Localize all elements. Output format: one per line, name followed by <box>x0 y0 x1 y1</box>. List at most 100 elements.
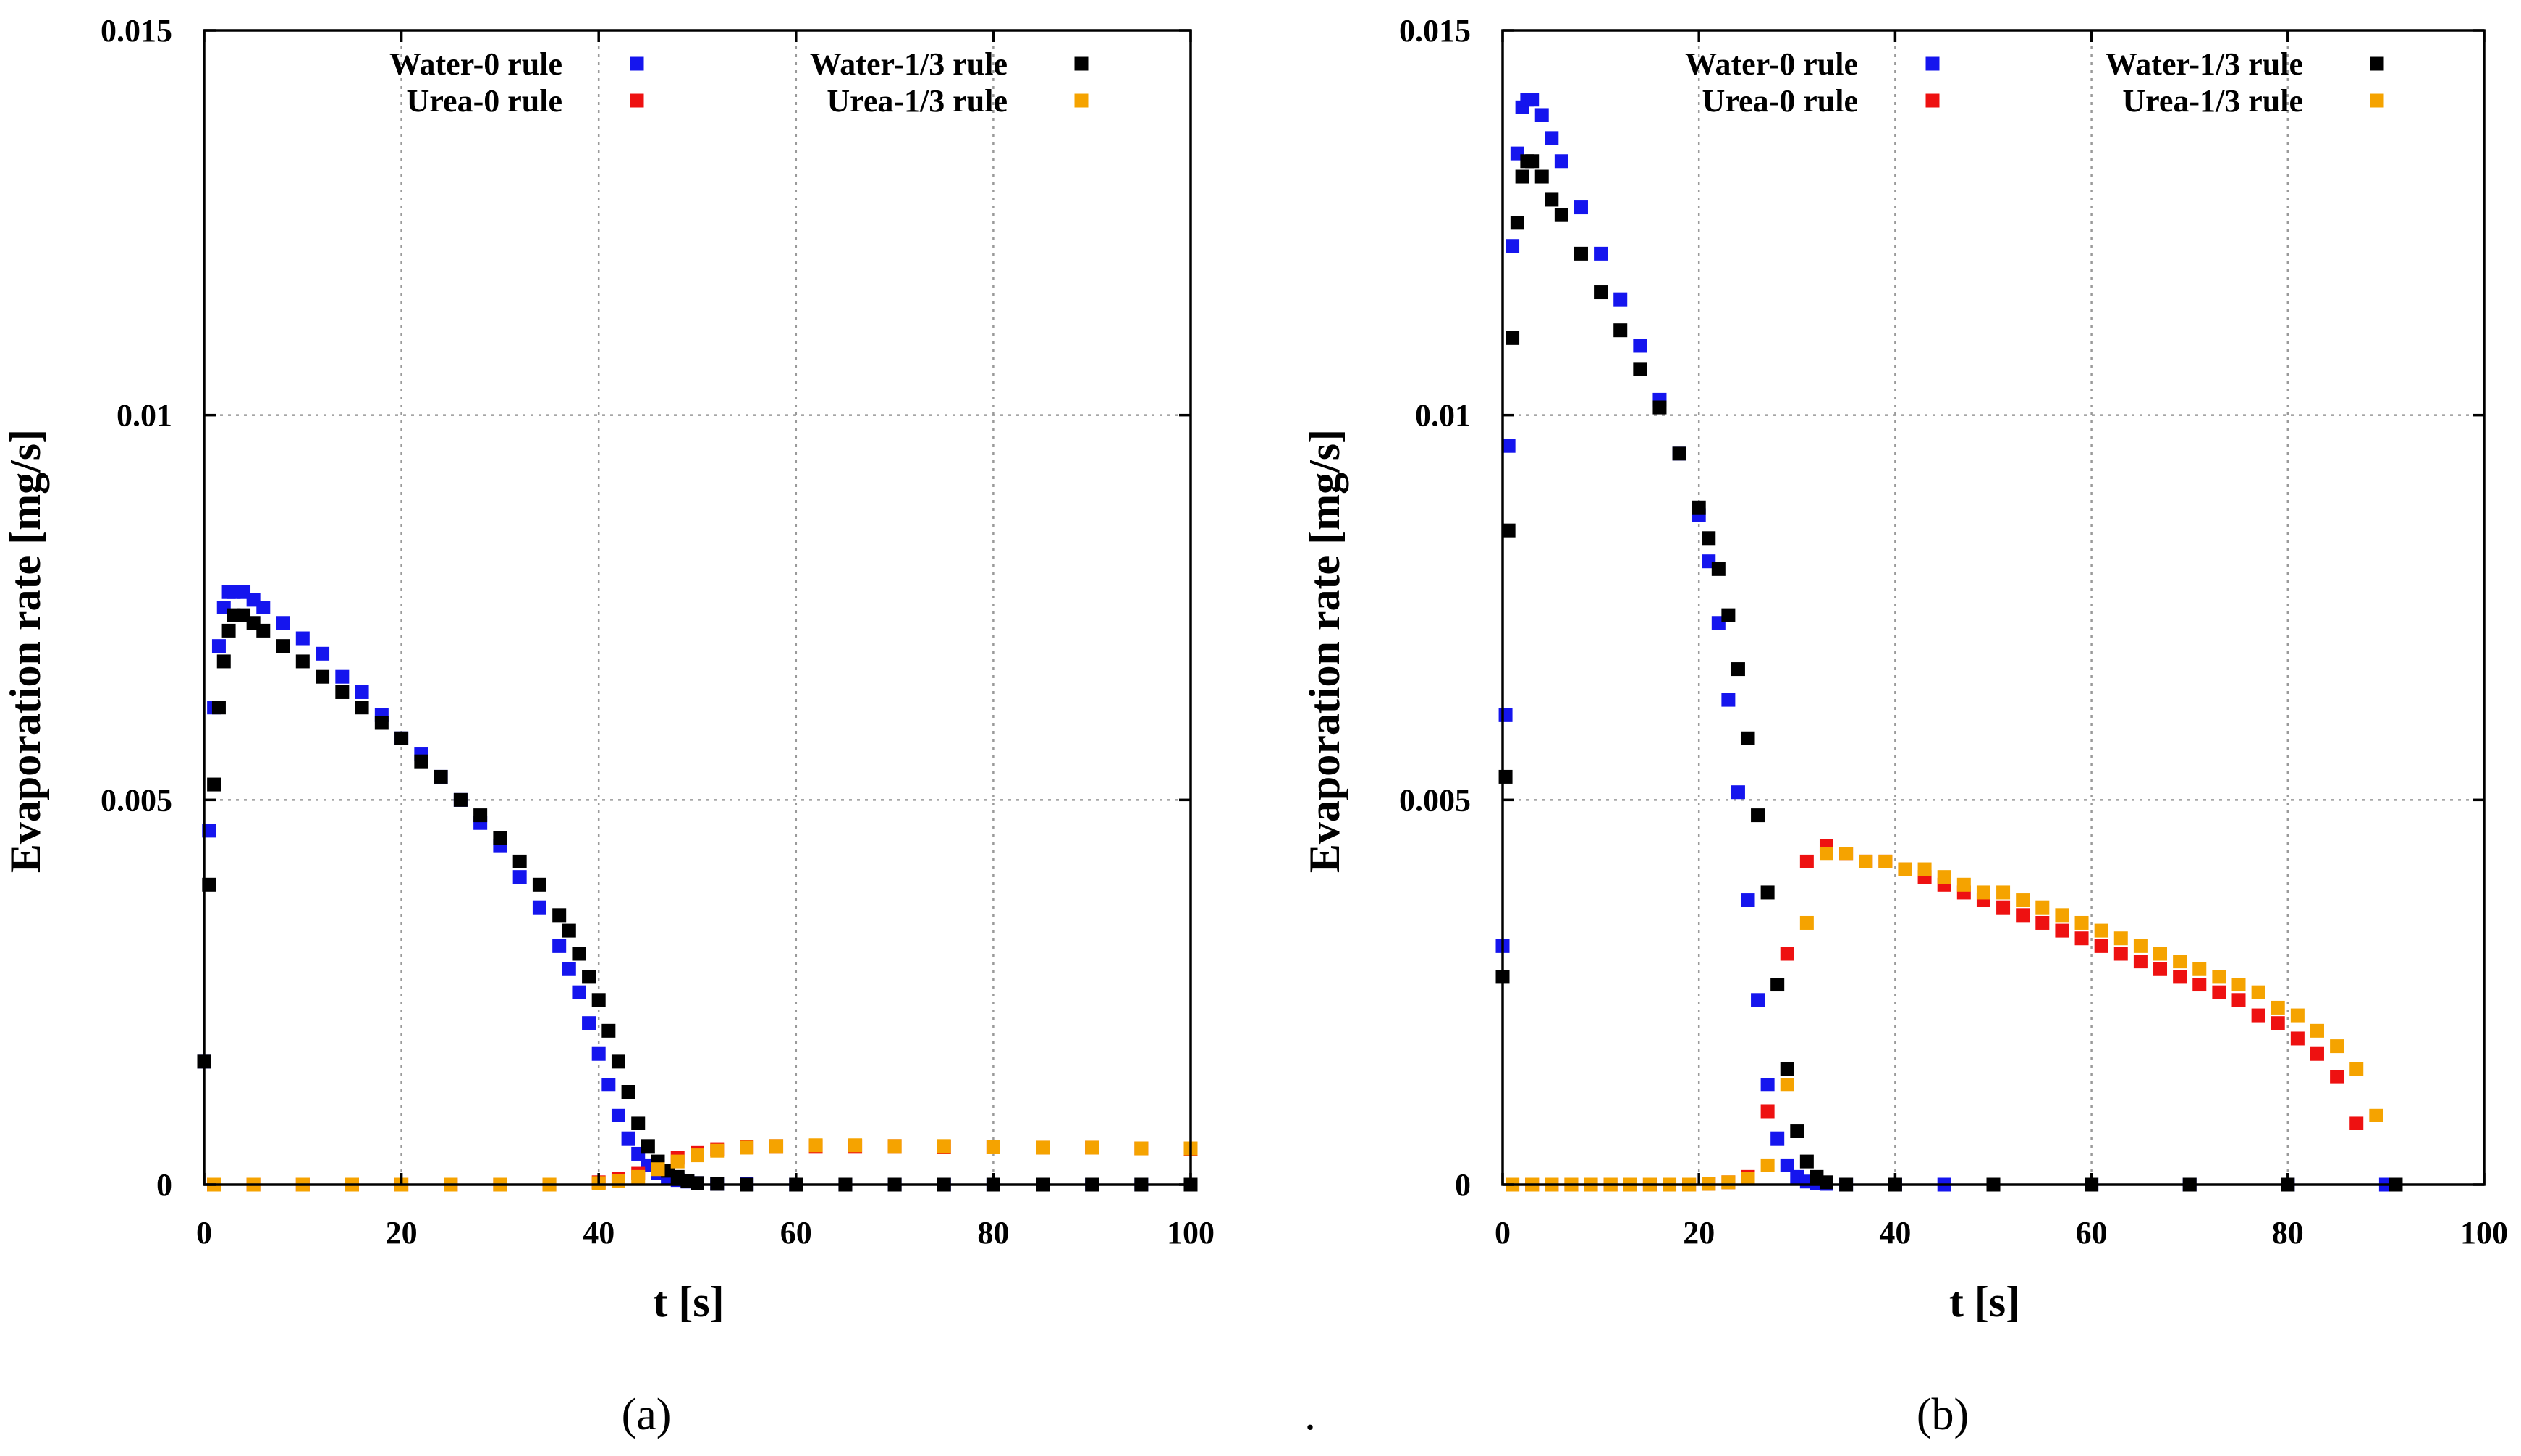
data-point <box>1976 885 1990 900</box>
data-point <box>1721 608 1736 622</box>
data-point <box>1633 339 1647 353</box>
data-point <box>1819 847 1833 861</box>
data-point <box>256 601 271 614</box>
data-point <box>256 623 271 638</box>
data-point <box>221 623 236 638</box>
data-point <box>2271 1000 2285 1015</box>
legend-label: Water-0 rule <box>389 46 562 82</box>
legend-label: Urea-1/3 rule <box>2122 83 2303 119</box>
data-point <box>2271 1016 2285 1030</box>
y-tick-label: 0.01 <box>1415 398 1471 433</box>
data-point <box>473 808 488 823</box>
data-point <box>276 616 290 630</box>
data-point <box>1574 200 1588 215</box>
data-point <box>621 1131 635 1146</box>
data-point <box>1085 1140 1099 1155</box>
legend-marker <box>1925 93 1940 108</box>
legend-marker <box>2370 56 2384 71</box>
data-point <box>1721 693 1736 707</box>
data-point <box>2330 1070 2344 1084</box>
data-point <box>591 993 606 1007</box>
data-point <box>1510 216 1524 230</box>
data-point <box>355 701 369 715</box>
x-tick-label: 80 <box>977 1215 1009 1250</box>
data-point <box>611 1054 625 1069</box>
data-point <box>1780 1078 1794 1092</box>
data-point <box>2330 1039 2344 1054</box>
legend-marker <box>1925 56 1940 71</box>
data-point <box>2310 1023 2324 1038</box>
data-point <box>2192 978 2207 992</box>
data-point <box>2133 955 2148 969</box>
data-point <box>986 1140 1000 1154</box>
data-point <box>1501 439 1516 453</box>
data-point <box>2212 985 2226 999</box>
data-point <box>670 1154 685 1169</box>
data-point <box>769 1139 784 1154</box>
data-point <box>1594 246 1608 261</box>
data-point <box>2290 1031 2305 1046</box>
data-point <box>1672 446 1686 461</box>
data-point <box>552 939 567 953</box>
data-point <box>1780 947 1794 961</box>
x-tick-label: 40 <box>1879 1215 1911 1250</box>
data-point <box>2074 931 2089 946</box>
data-point <box>1515 169 1529 184</box>
data-point <box>601 1078 616 1092</box>
data-point <box>1780 1062 1794 1076</box>
data-point <box>532 877 546 892</box>
data-point <box>1937 870 1951 884</box>
data-point <box>591 1046 606 1061</box>
data-point <box>1702 531 1716 546</box>
data-point <box>434 769 448 784</box>
plot-frame <box>203 29 1192 1186</box>
data-point <box>1819 1175 1833 1190</box>
legend-label: Water-0 rule <box>1685 46 1858 82</box>
data-point <box>1506 239 1520 253</box>
data-point <box>601 1023 616 1038</box>
data-point <box>1554 208 1568 222</box>
data-point <box>2369 1108 2383 1122</box>
data-point <box>1780 1158 1794 1172</box>
data-point <box>2251 985 2265 999</box>
legend-label: Urea-0 rule <box>1702 83 1858 119</box>
data-point <box>651 1162 665 1177</box>
data-point <box>394 731 409 745</box>
data-point <box>1506 331 1520 345</box>
data-point <box>211 701 226 715</box>
series-2 <box>197 608 1198 1192</box>
data-point <box>2290 1008 2305 1023</box>
data-point <box>2113 947 2128 961</box>
legend-marker <box>1074 56 1089 71</box>
data-point <box>710 1143 725 1158</box>
data-point <box>2035 915 2050 930</box>
data-point <box>582 1016 596 1030</box>
data-point <box>1741 893 1755 907</box>
legend-marker <box>1074 93 1089 108</box>
data-point <box>1770 978 1785 992</box>
legend-label: Water-1/3 rule <box>810 46 1008 82</box>
x-tick-label: 80 <box>2272 1215 2304 1250</box>
data-point <box>1692 500 1706 515</box>
data-point <box>1501 523 1516 538</box>
caption-separator: . <box>1304 1390 1316 1439</box>
data-point <box>453 792 468 807</box>
legend-label: Urea-0 rule <box>407 83 562 119</box>
data-point <box>1790 1124 1804 1138</box>
data-point <box>552 908 567 923</box>
data-point <box>2016 893 2030 907</box>
x-tick-label: 40 <box>583 1215 615 1250</box>
data-point <box>1633 362 1647 376</box>
data-point <box>1859 854 1873 868</box>
data-point <box>1545 131 1559 145</box>
legend-marker <box>2370 93 2384 108</box>
data-point <box>1594 285 1608 300</box>
data-point <box>582 970 596 984</box>
data-point <box>1878 854 1893 868</box>
data-point <box>316 669 330 684</box>
data-point <box>512 870 527 884</box>
data-point <box>1534 108 1549 122</box>
data-point <box>2035 900 2050 915</box>
data-point <box>512 854 527 868</box>
y-axis-label: Evaporation rate [mg/s] <box>1 429 49 873</box>
